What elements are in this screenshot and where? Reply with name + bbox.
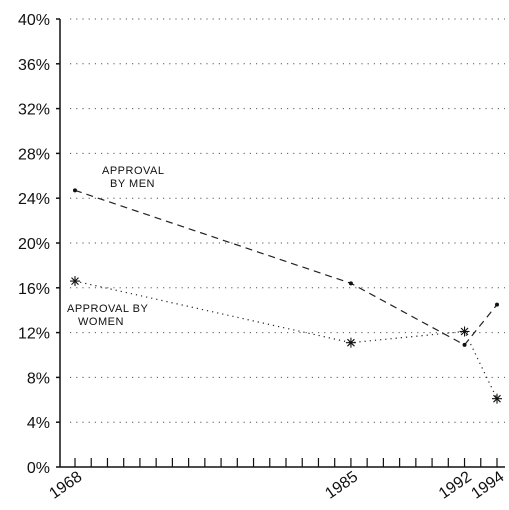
data-point <box>492 393 502 404</box>
series-label: BY MEN <box>110 178 155 190</box>
data-point <box>73 188 77 193</box>
y-tick-labels: 0% 4% 8% 12% 16% 20% 24% 28% 32% 36% 40% <box>18 12 60 477</box>
grid-lines <box>70 18 505 423</box>
y-tick-label: 0% <box>27 460 50 477</box>
data-point <box>459 326 470 337</box>
x-tick-label: 1985 <box>322 468 361 502</box>
x-tick-label: 1994 <box>468 468 507 502</box>
x-tick-label: 1968 <box>46 468 85 502</box>
data-point <box>348 281 353 286</box>
series-label: APPROVAL <box>102 165 165 177</box>
y-tick-label: 20% <box>18 236 50 253</box>
y-tick-label: 24% <box>18 191 50 208</box>
series-label: APPROVAL BY <box>67 303 148 315</box>
data-point <box>495 302 499 307</box>
series-lines <box>70 188 502 404</box>
y-tick-label: 40% <box>18 12 50 29</box>
x-minor-ticks <box>74 458 498 467</box>
y-tick-label: 16% <box>18 281 50 298</box>
data-point <box>345 337 356 348</box>
data-point <box>70 276 80 287</box>
series-label: WOMEN <box>78 316 124 328</box>
series-line <box>74 189 498 346</box>
y-tick-label: 28% <box>18 146 50 163</box>
series-line <box>74 280 498 399</box>
y-tick-label: 32% <box>18 102 50 119</box>
y-tick-label: 12% <box>18 326 50 343</box>
y-tick-label: 4% <box>27 415 50 432</box>
data-point <box>462 342 467 347</box>
x-tick-label: 1992 <box>436 468 475 502</box>
y-tick-label: 8% <box>27 370 50 387</box>
y-tick-label: 36% <box>18 57 50 74</box>
